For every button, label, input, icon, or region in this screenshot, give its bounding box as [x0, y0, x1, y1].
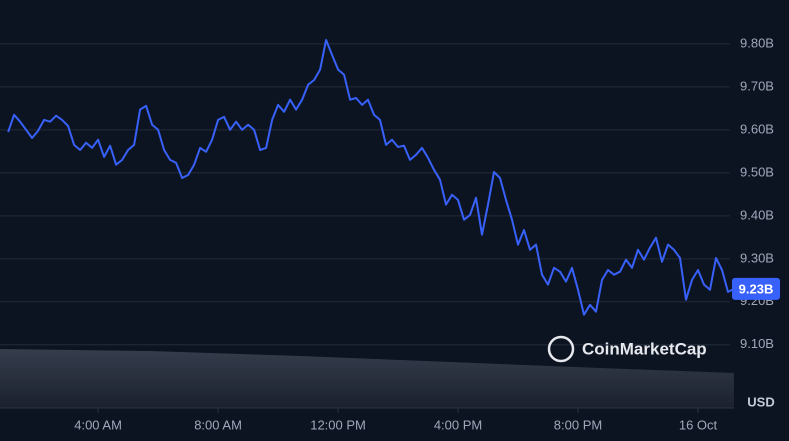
y-tick-label: 9.40B	[740, 207, 774, 222]
x-tick-label: 8:00 AM	[194, 417, 242, 432]
current-value-box	[732, 277, 780, 300]
x-tick-label: 12:00 PM	[310, 417, 366, 432]
y-axis-label: USD	[747, 394, 774, 409]
price-line	[7, 39, 735, 316]
volume-area	[0, 349, 734, 408]
y-tick-label: 9.70B	[740, 78, 774, 93]
x-tick-label: 4:00 PM	[434, 417, 482, 432]
current-value-label: 9.23B	[739, 281, 774, 296]
y-tick-label: 9.30B	[740, 250, 774, 265]
x-tick-label: 8:00 PM	[554, 417, 602, 432]
x-tick-label: 16 Oct	[679, 417, 718, 432]
x-tick-label: 4:00 AM	[74, 417, 122, 432]
y-tick-label: 9.80B	[740, 35, 774, 50]
watermark-logo	[547, 335, 575, 363]
y-tick-label: 9.50B	[740, 164, 774, 179]
y-tick-label: 9.60B	[740, 121, 774, 136]
watermark-text: CoinMarketCap	[582, 339, 707, 358]
watermark: CoinMarketCap	[547, 335, 707, 363]
y-tick-label: 9.10B	[740, 336, 774, 351]
